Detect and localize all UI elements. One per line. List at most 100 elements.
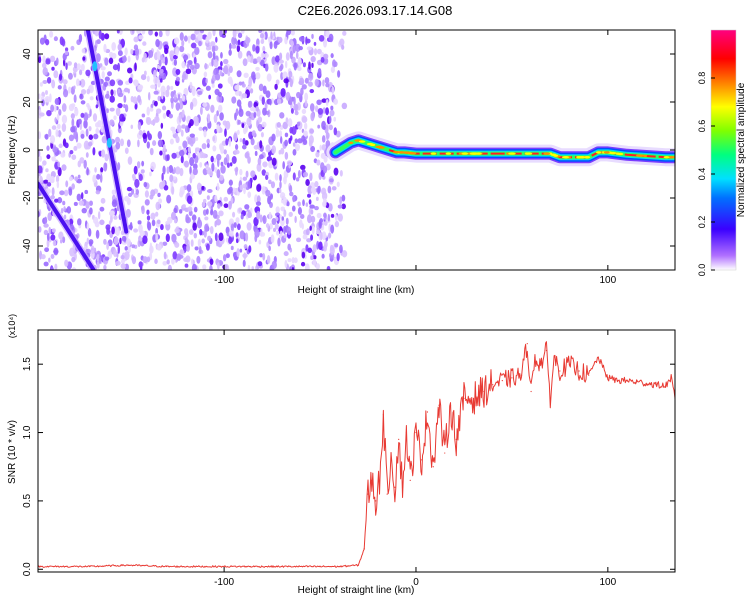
noise-speck [307, 193, 311, 198]
noise-speck [179, 149, 185, 157]
noise-speck [126, 186, 132, 192]
noise-speck [220, 161, 224, 167]
noise-speck [38, 93, 41, 100]
noise-speck [180, 155, 184, 164]
noise-speck [51, 156, 56, 162]
noise-speck [328, 33, 334, 43]
noise-speck [190, 258, 194, 266]
spectrogram-xtick-label: -100 [214, 275, 234, 286]
noise-speck [198, 126, 203, 131]
noise-speck [80, 112, 85, 118]
noise-speck [170, 97, 174, 104]
noise-speck [280, 87, 286, 97]
noise-speck [204, 223, 209, 232]
noise-speck [244, 204, 250, 210]
signal-track-peak [377, 146, 385, 149]
noise-speck [224, 128, 227, 137]
noise-speck [46, 233, 50, 241]
noise-speck [113, 89, 116, 97]
noise-speck [196, 219, 203, 229]
noise-speck [283, 251, 289, 257]
noise-speck [285, 52, 290, 61]
snr-xtick-label: 100 [600, 577, 617, 588]
noise-speck [284, 60, 288, 69]
noise-speck [176, 124, 182, 133]
noise-speck [192, 222, 197, 231]
noise-speck [274, 55, 281, 63]
signal-track-peak [617, 152, 624, 156]
noise-speck [58, 231, 64, 240]
noise-speck [177, 93, 181, 101]
snr-point [390, 452, 392, 454]
noise-speck [310, 112, 315, 122]
noise-speck [289, 78, 294, 88]
signal-track-peak [609, 151, 617, 155]
noise-speck [186, 63, 190, 69]
noise-speck [137, 84, 144, 90]
noise-speck [232, 187, 236, 193]
noise-speck [205, 35, 210, 44]
noise-speck [191, 214, 197, 221]
noise-speck [173, 59, 178, 66]
noise-speck [250, 138, 255, 146]
noise-speck [236, 44, 241, 53]
noise-speck [339, 244, 343, 254]
snr-point [511, 377, 513, 379]
noise-speck [289, 96, 293, 106]
signal-track-peak [663, 156, 670, 159]
noise-speck [243, 72, 249, 78]
noise-speck [160, 223, 164, 231]
noise-speck [215, 218, 222, 226]
noise-speck [130, 124, 134, 130]
noise-speck [115, 260, 121, 266]
noise-speck [284, 132, 289, 138]
noise-speck [100, 197, 106, 204]
noise-speck [175, 102, 181, 111]
noise-speck [231, 44, 237, 49]
noise-speck [247, 179, 251, 189]
noise-speck [313, 48, 318, 56]
noise-speck [306, 228, 310, 236]
noise-speck [119, 120, 124, 127]
noise-speck [219, 30, 223, 38]
noise-speck [55, 174, 60, 183]
noise-speck [329, 246, 335, 256]
noise-speck [205, 164, 209, 171]
noise-speck [316, 99, 322, 106]
noise-speck [256, 210, 261, 220]
noise-speck [112, 64, 119, 71]
noise-speck [321, 253, 325, 259]
noise-speck [213, 68, 217, 76]
noise-speck [330, 66, 335, 73]
signal-track-peak [403, 151, 409, 154]
noise-speck [223, 65, 229, 75]
noise-speck [243, 127, 247, 135]
snr-point [449, 404, 452, 406]
noise-speck [45, 58, 51, 65]
snr-point [626, 379, 628, 382]
noise-speck [191, 263, 197, 270]
noise-speck [189, 64, 195, 70]
noise-speck [270, 31, 273, 40]
noise-speck [129, 221, 133, 231]
noise-speck [63, 206, 66, 212]
noise-speck [191, 42, 197, 49]
noise-speck [127, 88, 130, 94]
noise-speck [183, 35, 188, 42]
noise-speck [243, 244, 248, 250]
noise-speck [321, 98, 327, 103]
noise-speck [328, 124, 333, 131]
noise-speck [155, 227, 159, 235]
noise-speck [239, 104, 242, 113]
noise-speck [206, 138, 210, 144]
noise-speck [104, 33, 110, 40]
noise-speck [173, 93, 177, 101]
spectral-streak-b [38, 181, 96, 270]
noise-speck [109, 95, 115, 103]
noise-speck [86, 88, 91, 95]
noise-speck [92, 174, 97, 183]
noise-speck [283, 78, 289, 84]
noise-speck [180, 129, 184, 137]
noise-speck [68, 176, 73, 182]
noise-speck [181, 124, 186, 129]
